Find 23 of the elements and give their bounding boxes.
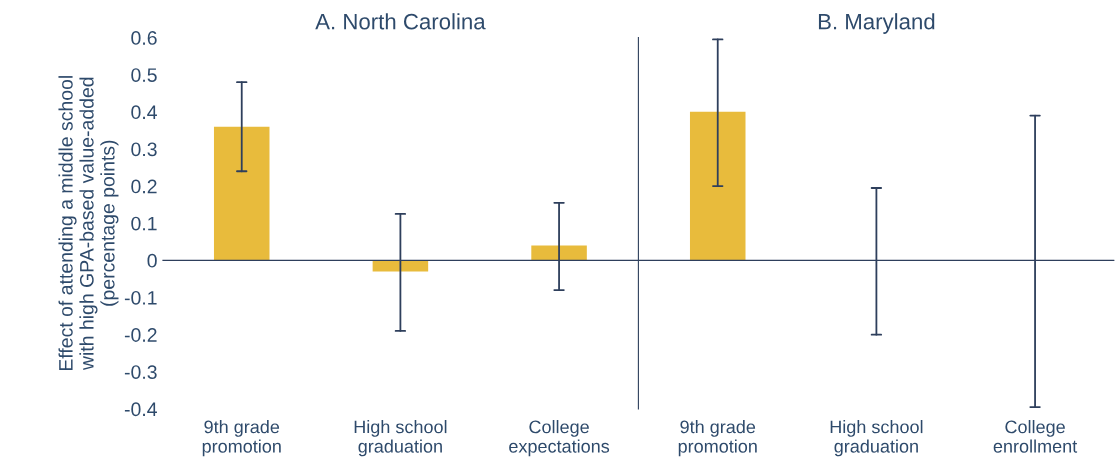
bar [213,126,270,261]
bar [372,260,429,272]
x-tick-label: College expectations [509,420,610,457]
y-tick-label: -0.2 [124,328,157,342]
y-tick-label: 0.3 [131,142,157,157]
y-tick-label: 0.6 [131,31,157,45]
y-tick-label: -0.4 [124,402,157,417]
x-tick-label: High school graduation [830,420,923,457]
x-tick-label: 9th grade promotion [678,420,757,457]
chart-title: B. Maryland [818,13,935,34]
y-tick-label: -0.1 [124,290,157,305]
y-tick-label: 0 [147,253,157,268]
y-tick-label: 0.4 [131,105,157,120]
y-tick-label: -0.3 [124,365,157,380]
y-tick-label: 0.2 [131,179,157,194]
x-tick-label: College enrollment [993,420,1078,453]
y-tick-label: 0.5 [131,68,157,82]
x-tick-label: High school graduation [354,420,447,457]
y-tick-label: 0.1 [131,216,157,231]
x-tick-label: 9th grade promotion [202,420,281,457]
chart-title: A. North Carolina [315,13,486,30]
bar [531,245,587,261]
y-axis-title: Effect of attending a middle school with high GPA-based value-added (percentage points) [58,76,119,371]
